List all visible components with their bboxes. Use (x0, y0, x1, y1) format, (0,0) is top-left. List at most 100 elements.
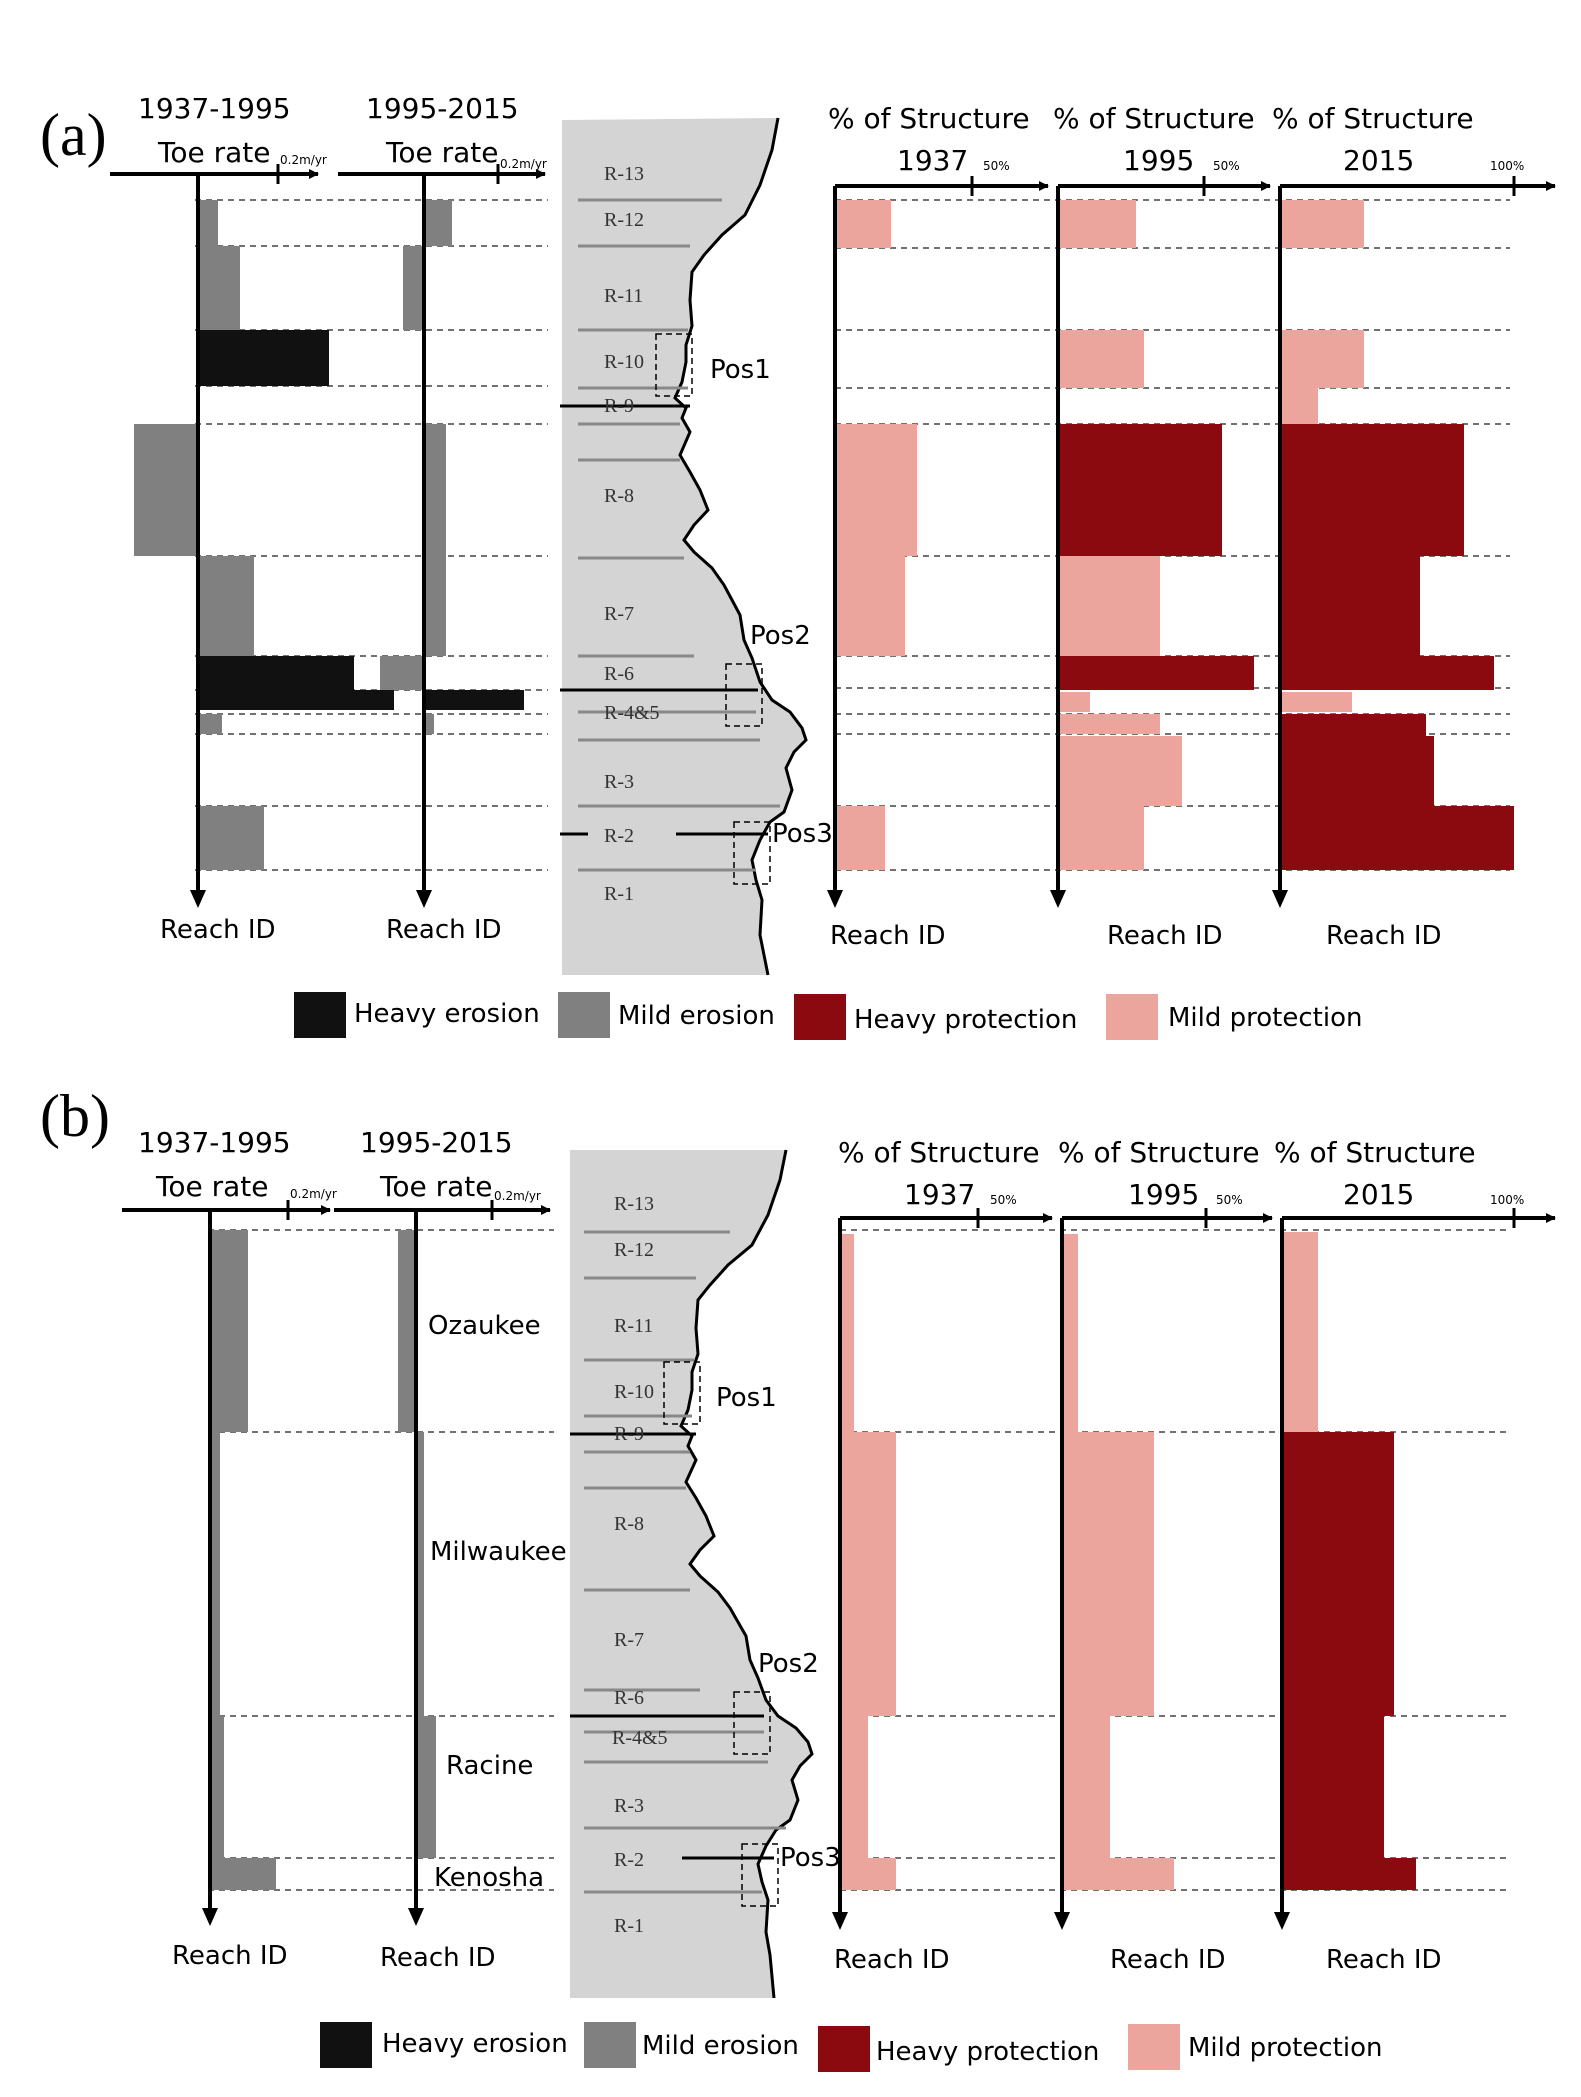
toe-bar (424, 690, 524, 710)
shoreline-map-a: R-13 R-12 R-11 R-10 R-9 R-8 R-7 R-6 R-4&… (560, 117, 833, 976)
toe-bar (198, 656, 354, 690)
toe-bars-a-1937-1995 (134, 200, 394, 870)
struct-axes-b (838, 1208, 1556, 1914)
struct-bar (1280, 692, 1352, 712)
struct-bar (840, 1234, 854, 1432)
reach-label: R-12 (604, 209, 644, 231)
reach-id-label-a3: Reach ID (830, 921, 946, 951)
county-label: Milwaukee (430, 1537, 567, 1567)
struct-bar (1282, 1858, 1416, 1890)
struct-bar (1058, 656, 1254, 690)
struct-bars-a-1995 (1058, 200, 1254, 870)
toe-rate-title-a1: Toe rate (157, 136, 270, 169)
struct-axis-arrow (1054, 1912, 1070, 1930)
toe-bars-b-1995-2015 (398, 1230, 436, 1858)
struct-bar (1058, 692, 1090, 712)
reach-label: R-3 (604, 771, 634, 793)
toe-bar (134, 424, 198, 556)
struct-axis-arrow (1272, 890, 1288, 908)
legend-label: Mild erosion (618, 1001, 775, 1031)
struct-bar (835, 556, 905, 656)
shoreline-coast (673, 117, 808, 976)
shoreline-land (562, 118, 806, 975)
toe-bar (198, 200, 218, 246)
reach-label: R-1 (604, 883, 634, 905)
struct-year-b1995: 1995 (1128, 1178, 1199, 1211)
struct-title-a1937: % of Structure (828, 102, 1030, 135)
toe-bar (198, 330, 329, 386)
struct-bar (1058, 200, 1136, 248)
panel-a-label: (a) (40, 102, 107, 168)
reach-black-lines-b (570, 1432, 774, 1860)
pos-boxes-b (663, 1361, 779, 1907)
reach-label: R-13 (614, 1193, 654, 1215)
struct-tick-a2015: 100% (1490, 159, 1524, 173)
legend-a: Heavy erosion Mild erosion Heavy protect… (294, 992, 1362, 1040)
legend-label: Heavy protection (854, 1005, 1077, 1035)
toe-axes-b (122, 1200, 551, 1910)
struct-year-b1937: 1937 (904, 1178, 975, 1211)
toe-bar (210, 1230, 248, 1432)
struct-bars-b-2015 (1282, 1232, 1416, 1890)
toe-axis-arrow-b2 (408, 1908, 424, 1926)
reach-label: R-9 (614, 1423, 644, 1445)
legend-swatch-mild-erosion (558, 992, 610, 1038)
pos-label: Pos1 (716, 1383, 777, 1413)
toe-bar (424, 200, 452, 246)
struct-bar (1058, 556, 1160, 656)
toe-axis-arrow-a2 (416, 890, 432, 908)
struct-bars-b-1995 (1062, 1234, 1174, 1890)
reach-black-lines-a (560, 404, 768, 836)
toe-bar (210, 1432, 220, 1716)
struct-bar (835, 424, 917, 556)
toe-1937-1995-title-b: 1937-1995 (138, 1126, 291, 1159)
reach-id-label-a5: Reach ID (1326, 921, 1442, 951)
legend-label: Mild protection (1188, 2033, 1382, 2063)
toe-bar (198, 714, 222, 734)
reach-label: R-11 (604, 285, 643, 307)
reach-label: R-4&5 (612, 1727, 668, 1749)
struct-axis-arrow (832, 1912, 848, 1930)
struct-bars-b-1937 (840, 1234, 896, 1890)
struct-tick-b2015: 100% (1490, 1193, 1524, 1207)
struct-bar (1282, 1432, 1394, 1716)
struct-title-a2015: % of Structure (1272, 102, 1474, 135)
reach-label: R-8 (614, 1513, 644, 1535)
struct-bar (1062, 1432, 1154, 1716)
struct-bar (1062, 1858, 1174, 1890)
struct-bar (1280, 330, 1364, 388)
struct-bar (1282, 1716, 1384, 1858)
struct-bars-a-1937 (835, 200, 917, 870)
struct-title-b1995: % of Structure (1058, 1136, 1260, 1169)
reach-label: R-7 (604, 603, 634, 625)
struct-tick-a1995: 50% (1213, 159, 1240, 173)
legend-label: Mild protection (1168, 1003, 1362, 1033)
county-label: Kenosha (434, 1863, 544, 1893)
struct-tick-a1937: 50% (983, 159, 1010, 173)
toe-1995-2015-title-b: 1995-2015 (360, 1126, 513, 1159)
struct-bar (1058, 424, 1222, 556)
struct-bar (840, 1858, 896, 1890)
toe-bar (198, 556, 254, 656)
county-label: Racine (446, 1751, 533, 1781)
toe-axis-arrow-a1 (190, 890, 206, 908)
reach-label: R-3 (614, 1795, 644, 1817)
toe-bar (380, 656, 424, 690)
struct-title-b2015: % of Structure (1274, 1136, 1476, 1169)
reach-id-label-b5: Reach ID (1326, 1945, 1442, 1975)
struct-year-b2015: 2015 (1343, 1178, 1414, 1211)
toe-axis-arrow-b1 (202, 1908, 218, 1926)
struct-bar (1280, 736, 1434, 806)
county-dividers-b (208, 1229, 1510, 1891)
struct-bar (1280, 200, 1364, 248)
toe-bars-a-1995-2015 (380, 200, 524, 734)
reach-label: R-2 (614, 1849, 644, 1871)
legend-swatch-mild-protection (1106, 994, 1158, 1040)
toe-bar (424, 556, 446, 656)
reach-label: R-13 (604, 163, 644, 185)
struct-bar (1058, 330, 1144, 388)
toe-unit-b2: 0.2m/yr (494, 1189, 541, 1203)
struct-bar (835, 806, 885, 870)
reach-label: R-11 (614, 1315, 653, 1337)
toe-bar (198, 806, 264, 870)
